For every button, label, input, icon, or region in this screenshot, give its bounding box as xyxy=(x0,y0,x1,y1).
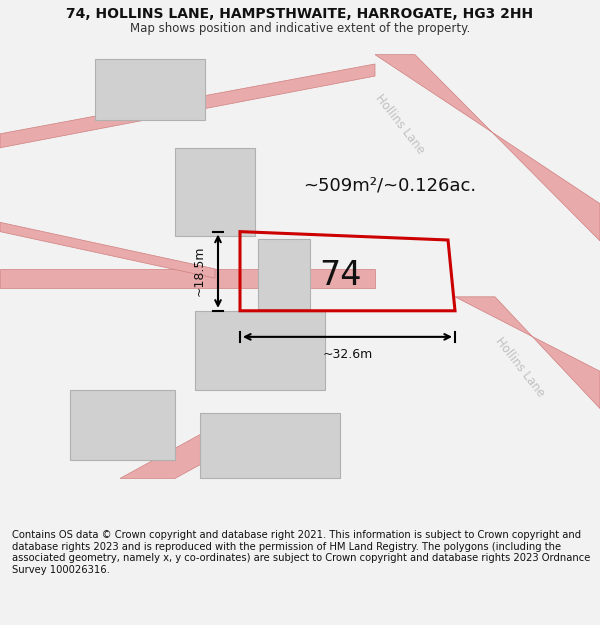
Bar xyxy=(200,413,340,478)
Polygon shape xyxy=(0,269,375,288)
Text: Map shows position and indicative extent of the property.: Map shows position and indicative extent… xyxy=(130,22,470,35)
Text: 74, HOLLINS LANE, HAMPSTHWAITE, HARROGATE, HG3 2HH: 74, HOLLINS LANE, HAMPSTHWAITE, HARROGAT… xyxy=(67,8,533,21)
Text: 74: 74 xyxy=(319,259,361,292)
Text: Contains OS data © Crown copyright and database right 2021. This information is : Contains OS data © Crown copyright and d… xyxy=(12,530,590,575)
Text: ~32.6m: ~32.6m xyxy=(322,348,373,361)
Polygon shape xyxy=(0,64,375,148)
Text: Hollins Lane: Hollins Lane xyxy=(493,334,547,399)
Polygon shape xyxy=(455,297,600,409)
Text: ~509m²/~0.126ac.: ~509m²/~0.126ac. xyxy=(304,176,476,194)
Text: Hollins Lane: Hollins Lane xyxy=(373,92,427,157)
Polygon shape xyxy=(375,54,600,241)
Polygon shape xyxy=(120,432,260,478)
Bar xyxy=(70,390,175,460)
Text: ~18.5m: ~18.5m xyxy=(193,246,206,296)
Bar xyxy=(195,311,325,390)
Bar xyxy=(175,148,255,236)
Bar xyxy=(95,59,205,120)
Polygon shape xyxy=(0,222,215,278)
Bar xyxy=(258,239,310,309)
